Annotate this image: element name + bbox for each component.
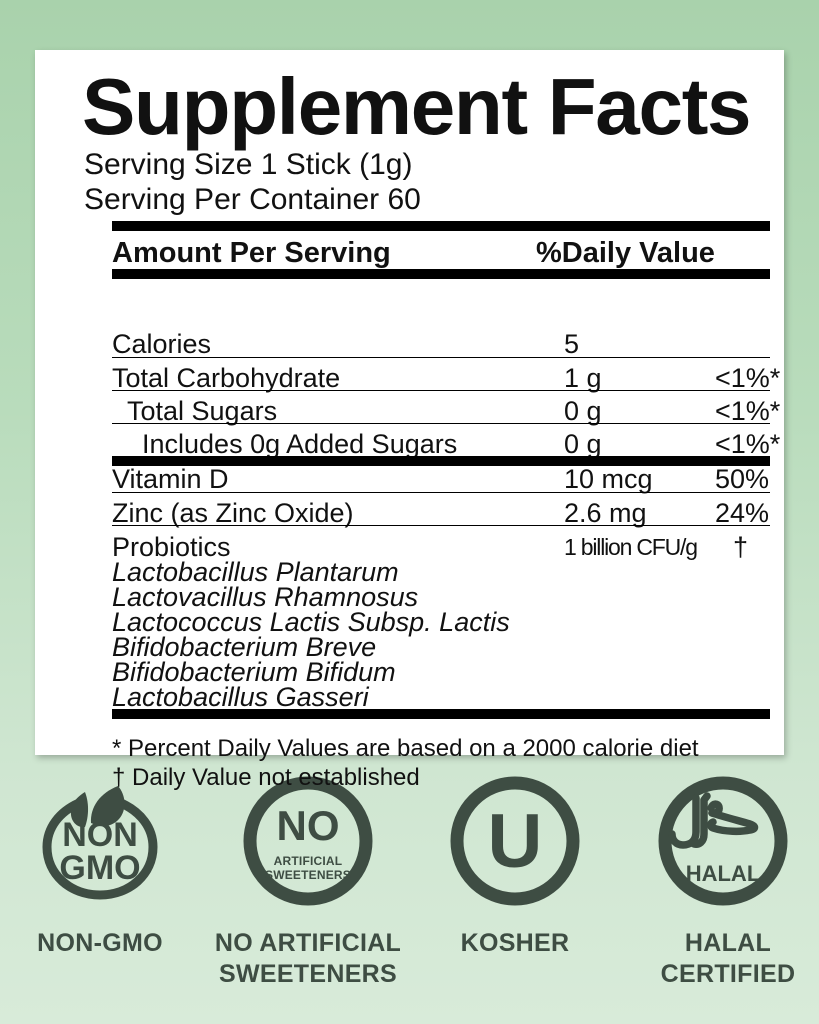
svg-text:ARTIFICIAL: ARTIFICIAL [274,854,343,868]
svg-text:U: U [488,799,543,884]
svg-text:GMO: GMO [59,849,140,887]
svg-text:NO: NO [277,802,340,849]
svg-text:SWEETENERS: SWEETENERS [265,868,351,882]
svg-text:HALAL: HALAL [686,861,761,886]
